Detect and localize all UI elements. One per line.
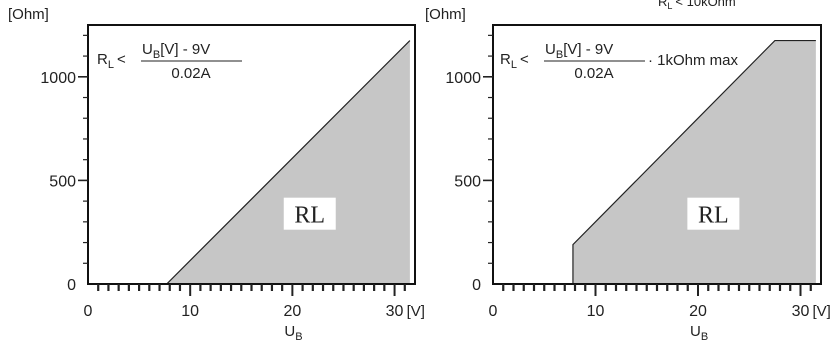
- y-tick-label-left: 0: [67, 277, 76, 294]
- formula-numerator-left: UB[V] - 9V: [142, 41, 210, 61]
- x-tick-label-left: 20: [283, 303, 301, 320]
- formula-numerator-right: UB[V] - 9V: [545, 41, 613, 61]
- x-label-main-right: U: [690, 323, 701, 340]
- tick-labels-right: 0 10 20 30 0 500 1000: [445, 70, 809, 320]
- tick-labels-left: 0 10 20 30 0 500 1000: [40, 70, 403, 320]
- formula-right: RL < UB[V] - 9V 0.02A · 1kOhm max: [500, 41, 739, 82]
- x-unit-left: [V]: [407, 303, 425, 320]
- region-label-right: RL: [698, 203, 729, 229]
- y-tick-label-right: 0: [472, 277, 481, 294]
- shaded-region-left: [166, 40, 410, 284]
- formula-left: RL < UB[V] - 9V 0.02A: [97, 41, 242, 82]
- formula-lhs-sub-right: L: [511, 59, 517, 71]
- x-tick-label-left: 0: [84, 303, 93, 320]
- x-tick-label-right: 10: [587, 303, 605, 320]
- x-label-sub-right: B: [701, 331, 708, 342]
- x-axis-label-left: UB: [284, 323, 302, 342]
- top-note-main-right: R: [658, 0, 667, 9]
- x-label-sub-left: B: [295, 331, 302, 342]
- y-tick-label-right: 1000: [445, 70, 481, 87]
- axis-ticks-left: [78, 34, 406, 296]
- formula-lhs-main-left: R: [97, 51, 108, 68]
- formula-lhs-sub-left: L: [108, 59, 114, 71]
- formula-num-main-right: U: [545, 41, 556, 58]
- formula-lhs-left: RL <: [97, 51, 126, 71]
- x-tick-label-left: 30: [386, 303, 404, 320]
- axis-ticks-right: [483, 34, 812, 296]
- x-axis-label-right: UB: [690, 323, 708, 342]
- x-tick-label-right: 30: [792, 303, 810, 320]
- y-tick-label-right: 500: [454, 173, 481, 190]
- y-tick-label-left: 1000: [40, 70, 76, 87]
- formula-lhs-right: RL <: [500, 51, 529, 71]
- formula-num-sub-right: B: [556, 49, 563, 61]
- formula-lhs-main-right: R: [500, 51, 511, 68]
- region-label-box-right: [687, 197, 740, 230]
- region-label-left: RL: [294, 203, 325, 229]
- x-tick-label-right: 0: [489, 303, 498, 320]
- x-tick-label-right: 20: [689, 303, 707, 320]
- top-note-sub-right: L: [667, 1, 672, 11]
- y-tick-label-left: 500: [49, 173, 76, 190]
- x-tick-label-left: 10: [181, 303, 199, 320]
- y-unit-left: [Ohm]: [8, 6, 49, 23]
- formula-denominator-left: 0.02A: [171, 65, 210, 82]
- x-unit-right: [V]: [813, 303, 831, 320]
- shaded-region-right: [572, 40, 816, 284]
- x-label-main-left: U: [284, 323, 295, 340]
- formula-num-main-left: U: [142, 41, 153, 58]
- formula-num-rest-right: [V] - 9V: [563, 41, 613, 58]
- y-unit-right: [Ohm]: [425, 6, 466, 23]
- formula-relation-right: <: [520, 51, 529, 68]
- formula-relation-left: <: [117, 51, 126, 68]
- formula-denominator-right: 0.02A: [574, 65, 613, 82]
- formula-suffix-right: · 1kOhm max: [648, 52, 739, 69]
- formula-num-sub-left: B: [153, 49, 160, 61]
- formula-num-rest-left: [V] - 9V: [160, 41, 210, 58]
- top-note-rest-right: < 10kOhm: [675, 0, 735, 9]
- region-label-box-left: [283, 197, 336, 230]
- top-note-right: RL < 10kOhm: [658, 0, 736, 11]
